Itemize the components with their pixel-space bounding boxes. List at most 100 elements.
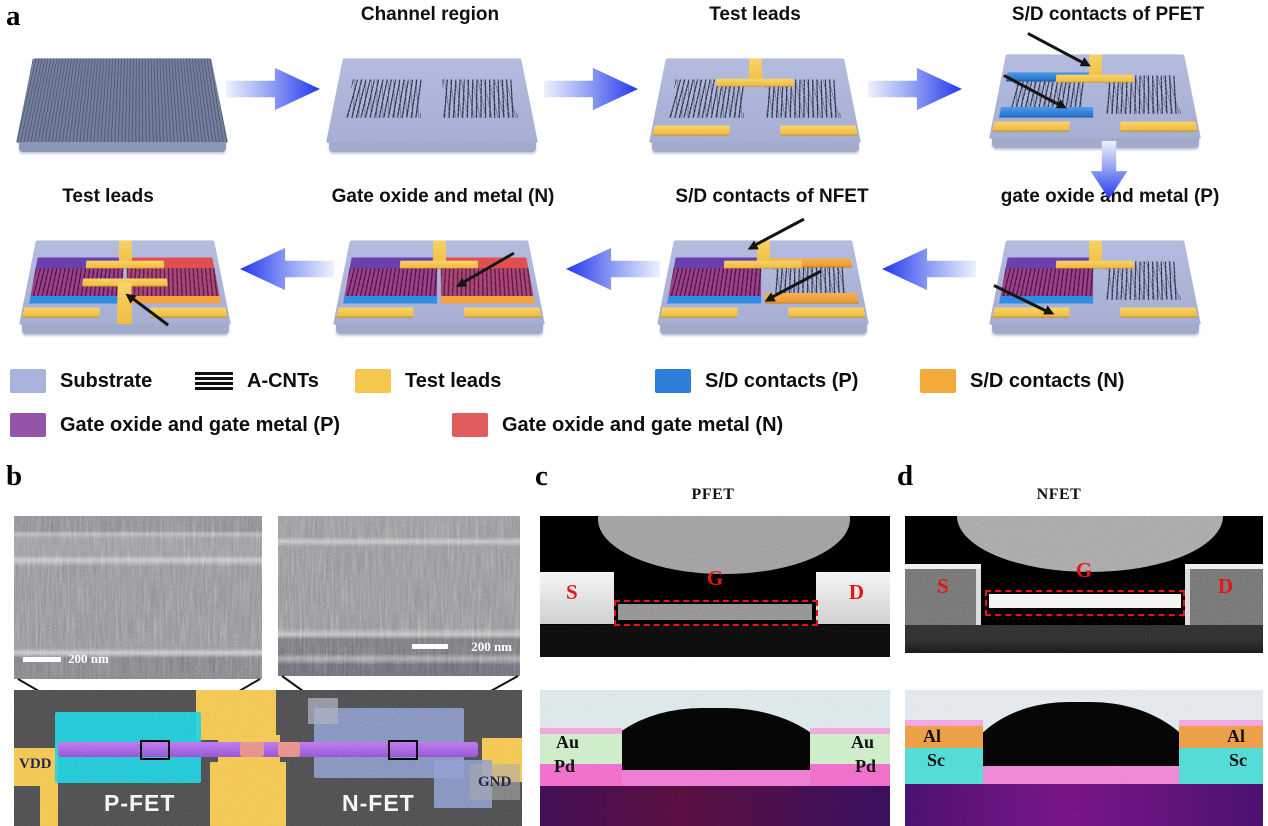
step-label-sd-nfet: S/D contacts of NFET bbox=[675, 186, 869, 207]
au-label-right: Au bbox=[850, 732, 874, 752]
test-lead-bottom-left bbox=[22, 307, 100, 318]
chip-step-6-sd-contacts-nfet bbox=[656, 212, 871, 334]
substrate-edge bbox=[329, 142, 536, 152]
test-lead-bottom-right bbox=[1120, 121, 1198, 132]
panel-c-pfet-cross-section: c PFET S G D bbox=[535, 460, 897, 826]
legend-label: Test leads bbox=[405, 369, 502, 392]
chip-step-2-channel-region bbox=[325, 30, 540, 152]
sd-contact-p-strip bbox=[29, 295, 124, 304]
pfet-title: PFET bbox=[691, 486, 735, 503]
nfet-cross-section-sem: S G D bbox=[905, 516, 1263, 653]
test-lead-top-bar bbox=[1055, 260, 1135, 269]
test-lead-bottom-right bbox=[788, 307, 866, 318]
legend-item-sd-p: S/D contacts (P) bbox=[655, 366, 858, 396]
false-color-sem-inverter: VDD GND P-FET N-FET bbox=[14, 690, 522, 826]
al-label-right: Al bbox=[1227, 726, 1245, 746]
gate-texture bbox=[1000, 268, 1094, 296]
scale-bar-label: 200 nm bbox=[68, 651, 109, 666]
nfet-label: N-FET bbox=[342, 790, 415, 816]
substrate-face bbox=[989, 54, 1201, 139]
pd-layer bbox=[540, 764, 622, 786]
eds-drain-stack bbox=[1179, 720, 1263, 784]
step-label-sd-pfet: S/D contacts of PFET bbox=[1011, 4, 1205, 25]
gate-label: G bbox=[706, 566, 724, 590]
eds-gate-strip bbox=[606, 770, 830, 786]
test-lead-bottom-left bbox=[652, 125, 730, 136]
test-lead-top-bar bbox=[399, 260, 479, 269]
flow-arrow-left bbox=[882, 246, 976, 292]
encapsulation-dome bbox=[598, 516, 850, 574]
gnd-label: GND bbox=[478, 774, 512, 790]
cnt-patch-left bbox=[346, 79, 422, 118]
chip-step-1-cnt-film bbox=[15, 30, 230, 152]
legend-label: Substrate bbox=[60, 369, 153, 392]
panel-letter-c: c bbox=[535, 460, 548, 492]
legend-label: A-CNTs bbox=[247, 369, 319, 392]
nfet-eds-map: Al Sc Al Sc bbox=[905, 690, 1263, 826]
test-lead-middle-stem bbox=[116, 282, 133, 325]
legend-item-substrate: Substrate bbox=[10, 366, 152, 396]
panel-b-sem: b 200 nm 200 nm bbox=[0, 460, 535, 826]
panel-letter-d: d bbox=[897, 460, 914, 492]
substrate-face bbox=[657, 240, 869, 325]
sd-contact-n-strip bbox=[440, 295, 535, 304]
pfet-cross-section-sem: S G D bbox=[540, 516, 890, 657]
sd-contact-p-strip bbox=[999, 295, 1094, 304]
chip-step-3-test-leads bbox=[648, 30, 863, 152]
eds-source-stack bbox=[540, 728, 622, 786]
sc-label-left: Sc bbox=[927, 750, 945, 770]
test-lead-bottom-left bbox=[660, 307, 738, 318]
test-lead-bottom-right bbox=[464, 307, 542, 318]
chip-step-5-gate-oxide-metal-p bbox=[988, 212, 1203, 334]
sc-layer bbox=[1179, 748, 1263, 784]
al-layer bbox=[905, 726, 983, 748]
sd-contact-p-strip bbox=[667, 295, 762, 304]
substrate-edge bbox=[336, 324, 543, 334]
legend-item-acnts: A-CNTs bbox=[195, 366, 319, 396]
pfet-label: P-FET bbox=[104, 790, 176, 816]
zoom-box-nfet bbox=[388, 740, 418, 760]
flow-arrow-right bbox=[226, 67, 320, 111]
source-label: S bbox=[566, 580, 578, 604]
test-lead-top-bar bbox=[85, 260, 165, 269]
flow-arrow-left bbox=[240, 246, 334, 292]
legend-label: Gate oxide and gate metal (P) bbox=[60, 413, 341, 436]
test-lead-bottom-left bbox=[992, 307, 1070, 318]
au-label-left: Au bbox=[556, 732, 580, 752]
gate-dashed-outline bbox=[985, 590, 1185, 616]
source-label: S bbox=[937, 574, 949, 598]
substrate-layer bbox=[540, 625, 890, 657]
step-label-gate-n: Gate oxide and metal (N) bbox=[331, 186, 555, 207]
substrate-edge bbox=[992, 138, 1199, 148]
eds-gate-strip bbox=[975, 766, 1197, 784]
step-label-test-leads-2: Test leads bbox=[62, 186, 154, 207]
legend-item-test-leads: Test leads bbox=[355, 366, 501, 396]
legend-label: S/D contacts (N) bbox=[970, 369, 1125, 392]
sc-label-right: Sc bbox=[1229, 750, 1247, 770]
test-lead-bottom-right bbox=[1120, 307, 1198, 318]
test-lead-bottom-right bbox=[780, 125, 858, 136]
gate-texture bbox=[344, 268, 438, 296]
scale-bar-label: 200 nm bbox=[471, 639, 512, 654]
test-lead-bottom-left bbox=[992, 121, 1070, 132]
panel-d-nfet-cross-section: d NFET S G D bbox=[897, 460, 1268, 826]
test-lead-top-bar bbox=[1055, 74, 1135, 83]
gate-dashed-outline bbox=[614, 600, 818, 626]
substrate-edge bbox=[652, 142, 859, 152]
sd-contact-p-strip bbox=[343, 295, 438, 304]
gate-line-overlap bbox=[278, 742, 300, 757]
eds-substrate-region bbox=[540, 786, 890, 826]
gate-label: G bbox=[1075, 558, 1093, 582]
panel-letter-a: a bbox=[6, 0, 21, 32]
test-lead-center-top bbox=[196, 690, 276, 740]
substrate-edge bbox=[660, 324, 867, 334]
substrate-edge bbox=[22, 324, 229, 334]
sd-contact-p-bottom bbox=[999, 107, 1094, 118]
substrate-face bbox=[989, 240, 1201, 325]
chip-step-8-test-leads-final bbox=[18, 212, 233, 334]
gate-line-overlap bbox=[240, 742, 264, 757]
test-leads-swatch bbox=[355, 369, 391, 393]
chip-step-4-sd-contacts-pfet bbox=[988, 26, 1203, 148]
sd-p-swatch bbox=[655, 369, 691, 393]
zoom-box-pfet bbox=[140, 740, 170, 760]
